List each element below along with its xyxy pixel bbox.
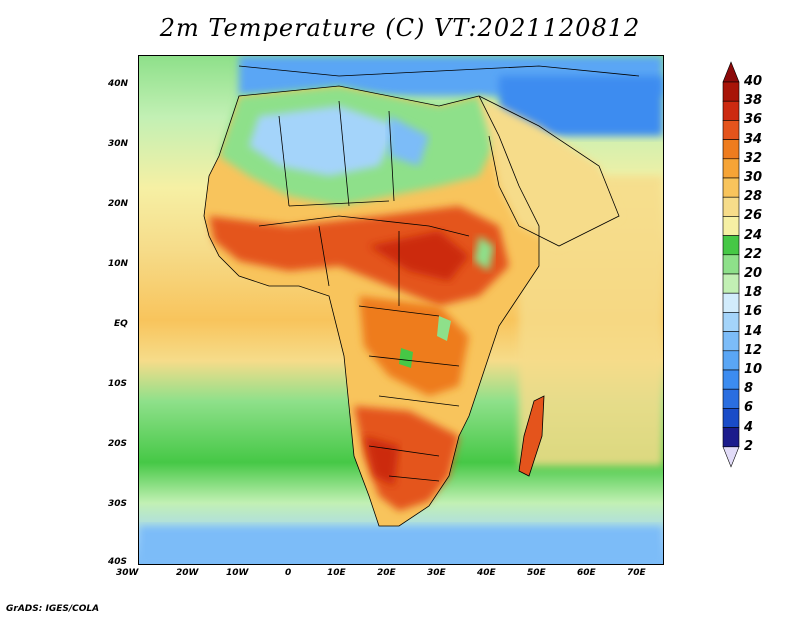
colorbar-swatch <box>722 312 740 332</box>
colorbar-swatch <box>722 427 740 448</box>
lon-tick-label: 10E <box>327 568 346 578</box>
colorbar-swatch <box>722 139 740 160</box>
colorbar-swatch <box>722 120 740 140</box>
colorbar-swatch <box>722 292 740 313</box>
colorbar-swatch <box>722 273 740 294</box>
lon-tick-label: 10W <box>226 568 249 578</box>
colorbar-level-label: 18 <box>744 285 763 301</box>
colorbar-swatch <box>722 100 740 121</box>
colorbar-level-label: 22 <box>744 246 763 262</box>
colorbar-swatch <box>722 81 740 102</box>
colorbar-under-swatch <box>722 446 740 468</box>
colorbar-swatch <box>722 196 740 217</box>
colorbar-swatch <box>722 350 740 371</box>
colorbar-level-label: 28 <box>744 189 763 205</box>
colorbar-swatch <box>722 408 740 428</box>
colorbar-level-label: 2 <box>744 438 754 454</box>
colorbar-swatch <box>722 235 740 256</box>
temperature-map <box>138 55 664 565</box>
colorbar <box>722 61 740 468</box>
colorbar-swatch <box>722 369 740 390</box>
colorbar-level-label: 36 <box>744 112 763 128</box>
lat-tick-label: 20S <box>108 439 128 449</box>
colorbar-level-label: 4 <box>744 419 754 435</box>
lon-tick-label: 20E <box>377 568 396 578</box>
lat-tick-label: 30S <box>108 499 128 509</box>
colorbar-swatch <box>722 254 740 275</box>
colorbar-level-label: 12 <box>744 342 763 358</box>
coastline-outlines <box>203 65 640 527</box>
colorbar-swatch <box>722 331 740 352</box>
southern-ocean-field <box>139 526 663 564</box>
madagascar-landmass <box>518 395 545 477</box>
lat-tick-label: 10N <box>108 259 129 269</box>
colorbar-level-label: 26 <box>744 208 763 224</box>
lon-tick-label: 30W <box>116 568 139 578</box>
lat-tick-label: 30N <box>108 139 129 149</box>
lat-tick-label: EQ <box>114 319 128 329</box>
temperature-field <box>139 56 663 564</box>
colorbar-level-label: 10 <box>744 362 763 377</box>
lon-tick-label: 30E <box>427 568 446 578</box>
colorbar-level-label: 38 <box>744 93 763 109</box>
lat-tick-label: 40N <box>108 79 129 89</box>
map-title: 2m Temperature (C) VT:2021120812 <box>159 14 641 42</box>
lon-tick-label: 70E <box>627 568 646 578</box>
colorbar-level-label: 8 <box>744 381 754 397</box>
arabia-landmass <box>479 96 619 246</box>
lon-tick-label: 40E <box>477 568 496 578</box>
lon-tick-label: 0 <box>285 568 292 578</box>
lat-tick-label: 20N <box>108 199 129 209</box>
colorbar-level-label: 20 <box>744 266 763 281</box>
colorbar-level-label: 14 <box>744 323 763 339</box>
lon-tick-label: 50E <box>527 568 546 578</box>
colorbar-level-label: 34 <box>744 131 763 147</box>
colorbar-swatch <box>722 216 740 236</box>
colorbar-level-label: 40 <box>744 74 763 89</box>
footer-credit: GrADS: IGES/COLA <box>6 604 100 614</box>
lon-tick-label: 60E <box>577 568 596 578</box>
colorbar-over-swatch <box>722 61 740 83</box>
lat-tick-label: 40S <box>108 557 128 567</box>
lat-tick-label: 10S <box>108 379 128 389</box>
colorbar-swatch <box>722 177 740 198</box>
colorbar-level-label: 24 <box>744 227 763 243</box>
colorbar-swatch <box>722 158 740 179</box>
colorbar-level-label: 30 <box>744 170 763 185</box>
colorbar-level-label: 6 <box>744 400 754 416</box>
colorbar-level-label: 16 <box>744 304 763 320</box>
colorbar-level-label: 32 <box>744 150 763 166</box>
lon-tick-label: 20W <box>176 568 199 578</box>
colorbar-swatch <box>722 388 740 409</box>
